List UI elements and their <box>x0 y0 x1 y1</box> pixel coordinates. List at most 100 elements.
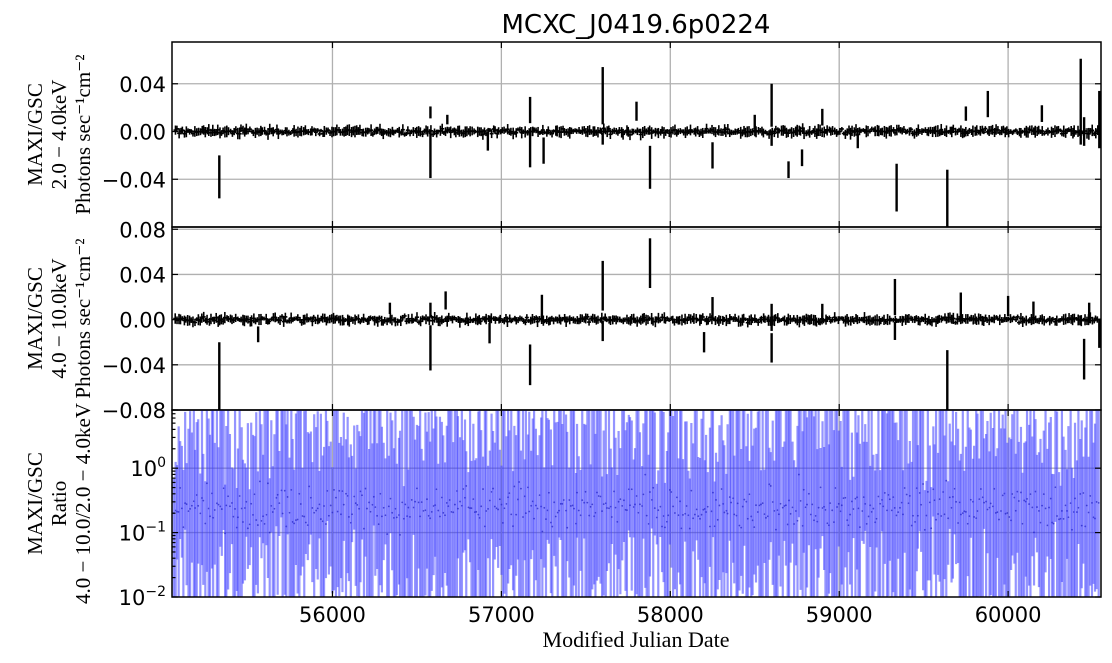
ratio-point <box>955 500 957 503</box>
ratio-point <box>831 509 834 512</box>
ratio-point <box>690 489 693 492</box>
ratio-point <box>693 513 696 516</box>
ratio-point <box>522 516 524 518</box>
ratio-point <box>642 493 645 496</box>
ratio-point <box>685 505 688 507</box>
ratio-point <box>682 514 684 516</box>
ratio-point <box>659 505 662 508</box>
ratio-point <box>819 486 822 489</box>
ratio-point <box>475 510 478 513</box>
ratio-point <box>480 505 483 508</box>
ratio-point <box>263 523 266 525</box>
panel-ratio: 100 10−1 10−2 MAXI/GSC Ratio 4.0 − 10.0/2.0 −… <box>23 403 1102 610</box>
ratio-point <box>510 513 513 516</box>
ratio-point <box>246 527 249 530</box>
ratio-point <box>998 518 1000 521</box>
ratio-point <box>366 507 368 510</box>
ratio-point <box>439 515 441 518</box>
ratio-point <box>973 516 975 518</box>
y-tick-label: 0.00 <box>119 121 166 145</box>
ratio-point <box>573 507 575 510</box>
y-tick-label: −0.04 <box>102 354 166 378</box>
ratio-point <box>482 488 484 490</box>
ratio-point <box>606 507 608 509</box>
ratio-point <box>733 513 736 516</box>
ratio-point <box>234 508 236 510</box>
ratio-point <box>382 506 385 509</box>
ratio-point <box>922 483 924 485</box>
ratio-point <box>635 495 638 497</box>
ratio-point <box>392 517 395 519</box>
ratio-point <box>930 527 933 530</box>
ratio-point <box>692 517 695 520</box>
ratio-point <box>872 507 875 510</box>
ratio-point <box>796 519 799 522</box>
ratio-point <box>629 504 631 507</box>
ratio-point <box>495 507 498 510</box>
ratio-point <box>847 524 850 527</box>
ratio-point <box>465 485 468 487</box>
ratio-point <box>220 508 223 510</box>
ratio-point <box>548 491 550 494</box>
ratio-point <box>1021 522 1024 525</box>
y-axis-label-hard: Photons sec⁻¹cm⁻² <box>71 238 95 398</box>
ratio-point <box>562 499 565 501</box>
ratio-point <box>420 501 423 504</box>
ratio-point <box>1095 501 1098 503</box>
ratio-point <box>597 495 600 497</box>
ratio-point <box>893 506 896 509</box>
ratio-point <box>250 502 253 505</box>
ratio-point <box>227 495 230 498</box>
series-hard <box>173 238 1101 410</box>
ratio-point <box>427 514 430 517</box>
ratio-point <box>923 528 926 531</box>
ratio-point <box>534 504 537 507</box>
ratio-point <box>190 504 193 507</box>
y-axis-label-ratio: Ratio <box>47 481 71 527</box>
ratio-point <box>256 524 259 526</box>
ratio-point <box>943 513 946 516</box>
ratio-point <box>961 512 964 515</box>
ratio-point <box>430 510 433 513</box>
axes-frame-ratio <box>171 409 1102 598</box>
ratio-point <box>386 533 389 536</box>
ratio-point <box>524 512 527 515</box>
ratio-point <box>1097 501 1100 504</box>
ratio-point <box>645 514 648 517</box>
panel-hard-band: 0.08 0.04 0.00 −0.04 −0.08 MAXI/GSC 4.0 − 10.0… <box>23 218 1102 423</box>
ratio-point <box>589 505 592 508</box>
panel-soft-band: 0.04 0.00 −0.04 MAXI/GSC 2.0 − 4.0keV Photons… <box>23 41 1102 228</box>
ratio-point <box>895 514 898 517</box>
ratio-point <box>454 503 456 506</box>
ratio-point <box>1052 522 1055 525</box>
ratio-point <box>937 513 939 515</box>
ratio-point <box>794 510 797 512</box>
ratio-point <box>179 487 182 489</box>
ratio-point <box>554 515 557 518</box>
y-axis-label-hard: MAXI/GSC <box>23 267 47 370</box>
ratio-point <box>700 513 703 516</box>
ratio-point <box>212 516 215 519</box>
ratio-point <box>520 487 522 490</box>
ratio-point <box>935 518 937 521</box>
ratio-point <box>426 498 428 501</box>
ratio-point <box>834 487 837 489</box>
ratio-point <box>576 491 578 494</box>
ratio-point <box>579 514 582 517</box>
ratio-point <box>1074 497 1076 500</box>
ratio-point <box>296 518 299 521</box>
ratio-point <box>933 499 936 502</box>
ratio-point <box>410 499 413 501</box>
ratio-point <box>199 512 202 515</box>
ratio-point <box>697 515 700 518</box>
ratio-point <box>781 506 784 509</box>
ratio-point <box>680 527 683 530</box>
ratio-point <box>518 481 521 483</box>
y-tick-label: 0.08 <box>119 218 166 242</box>
ratio-point <box>187 510 190 512</box>
ratio-point <box>1058 518 1060 521</box>
ratio-point <box>444 514 446 517</box>
ratio-point <box>661 525 663 528</box>
ratio-point <box>229 505 231 508</box>
ratio-point <box>258 480 261 483</box>
